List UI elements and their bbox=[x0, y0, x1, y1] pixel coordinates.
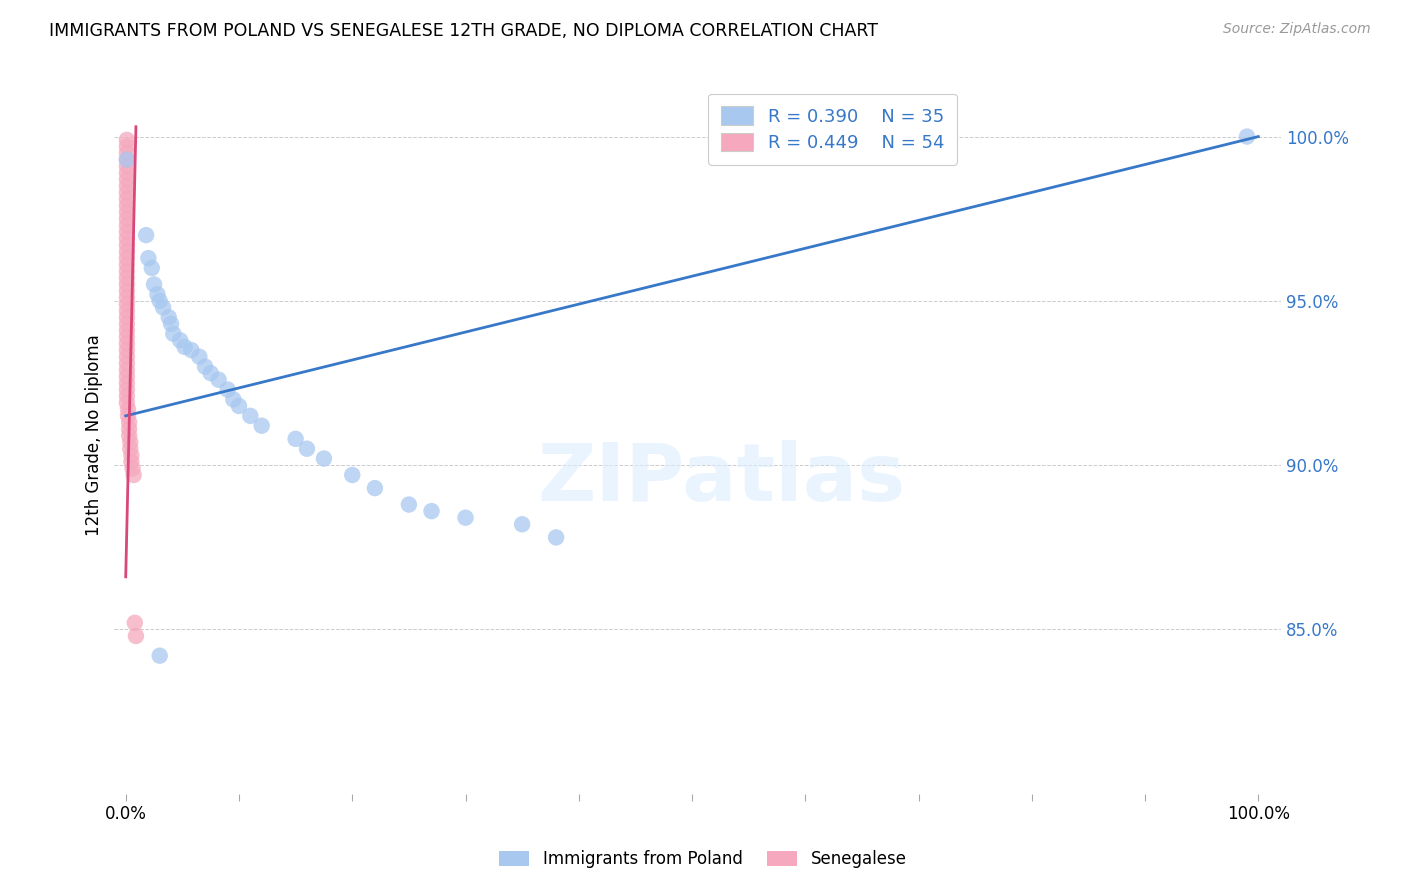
Point bbox=[115, 231, 138, 245]
Point bbox=[149, 293, 172, 308]
Legend: R = 0.390    N = 35, R = 0.449    N = 54: R = 0.390 N = 35, R = 0.449 N = 54 bbox=[709, 94, 957, 165]
Point bbox=[173, 340, 195, 354]
Point bbox=[149, 648, 172, 663]
Point bbox=[115, 376, 138, 390]
Point bbox=[118, 416, 141, 430]
Point bbox=[115, 264, 138, 278]
Point bbox=[122, 467, 145, 482]
Point bbox=[115, 225, 138, 239]
Point bbox=[115, 395, 138, 409]
Point bbox=[115, 139, 138, 153]
Point bbox=[115, 291, 138, 305]
Point bbox=[115, 297, 138, 311]
Point bbox=[510, 517, 533, 532]
Y-axis label: 12th Grade, No Diploma: 12th Grade, No Diploma bbox=[86, 334, 103, 536]
Point bbox=[115, 192, 138, 206]
Point bbox=[120, 455, 142, 469]
Point bbox=[115, 198, 138, 212]
Point bbox=[295, 442, 318, 456]
Point bbox=[152, 301, 174, 315]
Point bbox=[115, 383, 138, 397]
Point bbox=[115, 238, 138, 252]
Point bbox=[117, 409, 139, 423]
Point bbox=[115, 323, 138, 337]
Point bbox=[162, 326, 184, 341]
Point bbox=[115, 153, 138, 167]
Point bbox=[115, 244, 138, 259]
Point bbox=[546, 530, 568, 544]
Point bbox=[398, 498, 420, 512]
Point bbox=[141, 260, 163, 275]
Point bbox=[1236, 129, 1258, 144]
Point bbox=[115, 363, 138, 377]
Point bbox=[138, 251, 160, 265]
Point bbox=[115, 330, 138, 344]
Point bbox=[115, 317, 138, 331]
Point bbox=[115, 284, 138, 298]
Point bbox=[115, 389, 138, 403]
Point bbox=[364, 481, 387, 495]
Point bbox=[115, 205, 138, 219]
Point bbox=[115, 350, 138, 364]
Point bbox=[115, 336, 138, 351]
Point bbox=[312, 451, 335, 466]
Point bbox=[420, 504, 443, 518]
Point bbox=[115, 186, 138, 200]
Point bbox=[115, 219, 138, 233]
Legend: Immigrants from Poland, Senegalese: Immigrants from Poland, Senegalese bbox=[492, 844, 914, 875]
Point bbox=[115, 258, 138, 272]
Point bbox=[115, 153, 138, 167]
Point bbox=[121, 461, 143, 475]
Point bbox=[250, 418, 273, 433]
Point bbox=[157, 310, 180, 325]
Point bbox=[115, 343, 138, 358]
Point bbox=[118, 428, 141, 442]
Point bbox=[115, 146, 138, 161]
Point bbox=[146, 287, 169, 301]
Text: IMMIGRANTS FROM POLAND VS SENEGALESE 12TH GRADE, NO DIPLOMA CORRELATION CHART: IMMIGRANTS FROM POLAND VS SENEGALESE 12T… bbox=[49, 22, 879, 40]
Point bbox=[115, 303, 138, 318]
Point bbox=[115, 369, 138, 384]
Point bbox=[228, 399, 250, 413]
Point bbox=[115, 270, 138, 285]
Point bbox=[115, 356, 138, 370]
Point bbox=[120, 442, 142, 456]
Point bbox=[115, 310, 138, 325]
Point bbox=[124, 615, 146, 630]
Point bbox=[115, 159, 138, 173]
Point bbox=[194, 359, 217, 374]
Text: ZIPatlas: ZIPatlas bbox=[537, 440, 905, 517]
Point bbox=[200, 366, 222, 380]
Point bbox=[117, 402, 139, 417]
Point bbox=[222, 392, 245, 407]
Point bbox=[239, 409, 262, 423]
Point bbox=[115, 277, 138, 292]
Point bbox=[120, 435, 142, 450]
Point bbox=[115, 166, 138, 180]
Point bbox=[135, 228, 157, 243]
Point bbox=[115, 251, 138, 265]
Point bbox=[284, 432, 307, 446]
Point bbox=[115, 172, 138, 186]
Point bbox=[115, 133, 138, 147]
Point bbox=[217, 383, 239, 397]
Text: Source: ZipAtlas.com: Source: ZipAtlas.com bbox=[1223, 22, 1371, 37]
Point bbox=[207, 373, 229, 387]
Point bbox=[115, 178, 138, 193]
Point bbox=[118, 422, 141, 436]
Point bbox=[188, 350, 211, 364]
Point bbox=[454, 510, 477, 524]
Point bbox=[125, 629, 148, 643]
Point bbox=[115, 211, 138, 226]
Point bbox=[342, 467, 364, 482]
Point bbox=[169, 333, 191, 347]
Point bbox=[143, 277, 166, 292]
Point bbox=[160, 317, 183, 331]
Point bbox=[120, 448, 142, 462]
Point bbox=[180, 343, 202, 358]
